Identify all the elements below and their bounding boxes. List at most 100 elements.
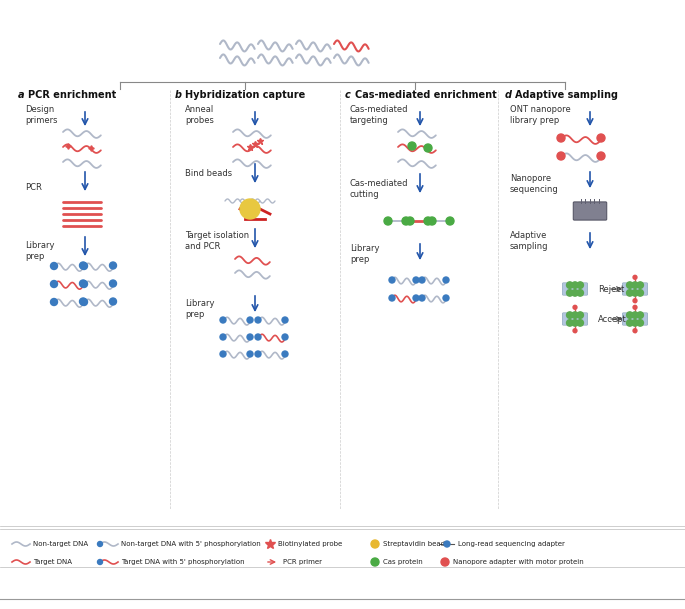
Circle shape: [627, 312, 633, 319]
Circle shape: [81, 298, 88, 306]
Circle shape: [632, 290, 638, 296]
Circle shape: [110, 262, 116, 269]
Text: ONT nanopore
library prep: ONT nanopore library prep: [510, 105, 571, 125]
Circle shape: [572, 282, 578, 288]
Text: Hybridization capture: Hybridization capture: [185, 90, 306, 100]
Circle shape: [282, 351, 288, 357]
Text: d: d: [505, 90, 512, 100]
Circle shape: [632, 282, 638, 288]
Text: Adaptive
sampling: Adaptive sampling: [510, 231, 549, 251]
Circle shape: [627, 290, 633, 296]
Circle shape: [255, 317, 261, 323]
Text: PCR primer: PCR primer: [283, 559, 322, 565]
Text: PCR enrichment: PCR enrichment: [28, 90, 116, 100]
FancyBboxPatch shape: [562, 313, 588, 325]
Circle shape: [97, 541, 103, 546]
Text: Bind beads: Bind beads: [185, 169, 232, 178]
Circle shape: [389, 277, 395, 283]
Text: Library
prep: Library prep: [350, 244, 379, 264]
Text: Cas-mediated
targeting: Cas-mediated targeting: [350, 105, 408, 125]
Text: Non-target DNA: Non-target DNA: [33, 541, 88, 547]
Circle shape: [247, 334, 253, 340]
Circle shape: [240, 199, 260, 219]
Circle shape: [573, 329, 577, 333]
Circle shape: [577, 320, 584, 326]
Circle shape: [577, 312, 584, 319]
Circle shape: [428, 217, 436, 225]
Circle shape: [255, 351, 261, 357]
Circle shape: [220, 334, 226, 340]
Text: Long-read sequencing adapter: Long-read sequencing adapter: [458, 541, 565, 547]
Circle shape: [408, 142, 416, 150]
Circle shape: [371, 540, 379, 548]
Circle shape: [577, 290, 584, 296]
Circle shape: [413, 295, 419, 301]
FancyBboxPatch shape: [562, 283, 588, 295]
Text: Adaptive sampling: Adaptive sampling: [515, 90, 618, 100]
Circle shape: [637, 282, 643, 288]
Circle shape: [282, 317, 288, 323]
Text: Accept: Accept: [598, 314, 627, 323]
Circle shape: [557, 134, 565, 142]
Circle shape: [282, 334, 288, 340]
Circle shape: [384, 217, 392, 225]
Text: Non-target DNA with 5' phosphorylation: Non-target DNA with 5' phosphorylation: [121, 541, 261, 547]
Text: Cas protein: Cas protein: [383, 559, 423, 565]
Circle shape: [566, 290, 573, 296]
Circle shape: [557, 152, 565, 160]
Circle shape: [424, 144, 432, 152]
Circle shape: [444, 541, 450, 547]
Circle shape: [79, 280, 86, 287]
Circle shape: [81, 262, 88, 270]
Circle shape: [443, 295, 449, 301]
Circle shape: [566, 320, 573, 326]
Circle shape: [441, 558, 449, 566]
Circle shape: [573, 305, 577, 309]
Circle shape: [637, 312, 643, 319]
Circle shape: [413, 277, 419, 283]
Text: Anneal
probes: Anneal probes: [185, 105, 214, 125]
Circle shape: [51, 281, 58, 287]
Text: Cas-mediated
cutting: Cas-mediated cutting: [350, 179, 408, 199]
Circle shape: [446, 217, 454, 225]
Text: Design
primers: Design primers: [25, 105, 58, 125]
Text: Cas-mediated enrichment: Cas-mediated enrichment: [355, 90, 497, 100]
Circle shape: [51, 262, 58, 270]
Text: Reject: Reject: [598, 284, 624, 294]
Circle shape: [81, 281, 88, 287]
Text: Streptavidin beads: Streptavidin beads: [383, 541, 449, 547]
Circle shape: [110, 280, 116, 287]
Text: Nanopore
sequencing: Nanopore sequencing: [510, 174, 559, 194]
Text: Biotinylated probe: Biotinylated probe: [278, 541, 342, 547]
Circle shape: [572, 290, 578, 296]
Circle shape: [220, 317, 226, 323]
Text: Nanopore adapter with motor protein: Nanopore adapter with motor protein: [453, 559, 584, 565]
Circle shape: [247, 351, 253, 357]
Circle shape: [79, 298, 86, 305]
Text: Target isolation
and PCR: Target isolation and PCR: [185, 231, 249, 251]
FancyBboxPatch shape: [573, 202, 607, 220]
Circle shape: [572, 312, 578, 319]
Circle shape: [443, 277, 449, 283]
Circle shape: [637, 320, 643, 326]
Circle shape: [633, 305, 637, 309]
Circle shape: [632, 320, 638, 326]
Circle shape: [597, 134, 605, 142]
Text: Target DNA: Target DNA: [33, 559, 72, 565]
Text: Library
prep: Library prep: [25, 241, 55, 261]
Circle shape: [247, 317, 253, 323]
Circle shape: [597, 152, 605, 160]
Circle shape: [566, 282, 573, 288]
Circle shape: [572, 320, 578, 326]
Circle shape: [402, 217, 410, 225]
Circle shape: [566, 312, 573, 319]
Circle shape: [633, 275, 637, 280]
Text: PCR: PCR: [25, 183, 42, 191]
Circle shape: [220, 351, 226, 357]
Circle shape: [97, 560, 103, 565]
Circle shape: [406, 217, 414, 225]
Circle shape: [79, 262, 86, 269]
Circle shape: [371, 558, 379, 566]
Circle shape: [633, 299, 637, 303]
Circle shape: [389, 295, 395, 301]
